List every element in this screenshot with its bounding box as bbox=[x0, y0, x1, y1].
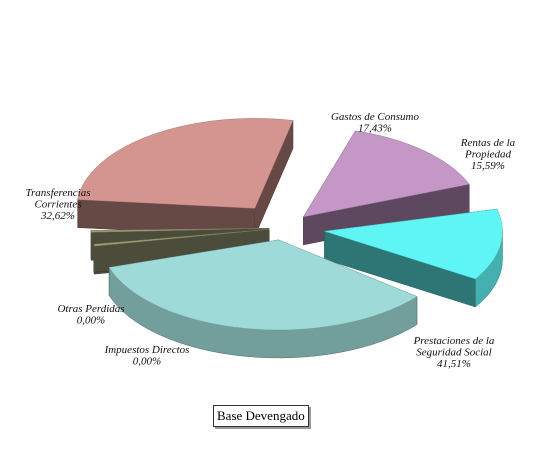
slice-outer-wall bbox=[93, 244, 95, 275]
slice-label: Transferencias Corrientes 32,62% bbox=[26, 187, 91, 222]
slice-top bbox=[90, 227, 270, 233]
pie-slice bbox=[324, 208, 503, 308]
pie-slice bbox=[77, 118, 294, 237]
slice-top bbox=[93, 229, 270, 247]
slice-label: Gastos de Consumo 17,43% bbox=[331, 111, 420, 135]
slice-labels: Gastos de Consumo 17,43% Rentas de la Propi… bbox=[26, 111, 516, 370]
slice-label: Otras Perdidas 0,00% bbox=[57, 303, 124, 327]
slice-label: Prestaciones de la Seguridad Social 41,51% bbox=[413, 335, 495, 370]
slice-top bbox=[77, 118, 294, 209]
pie-slices bbox=[77, 118, 503, 359]
slice-top bbox=[302, 130, 470, 218]
chart-caption: Base Devengado bbox=[213, 405, 309, 427]
slice-top bbox=[108, 239, 418, 331]
slice-label: Rentas de la Propiedad 15,59% bbox=[460, 137, 516, 172]
slice-top bbox=[324, 208, 503, 280]
pie-slice bbox=[108, 239, 418, 359]
slice-label: Impuestos Directos 0,00% bbox=[104, 344, 190, 368]
